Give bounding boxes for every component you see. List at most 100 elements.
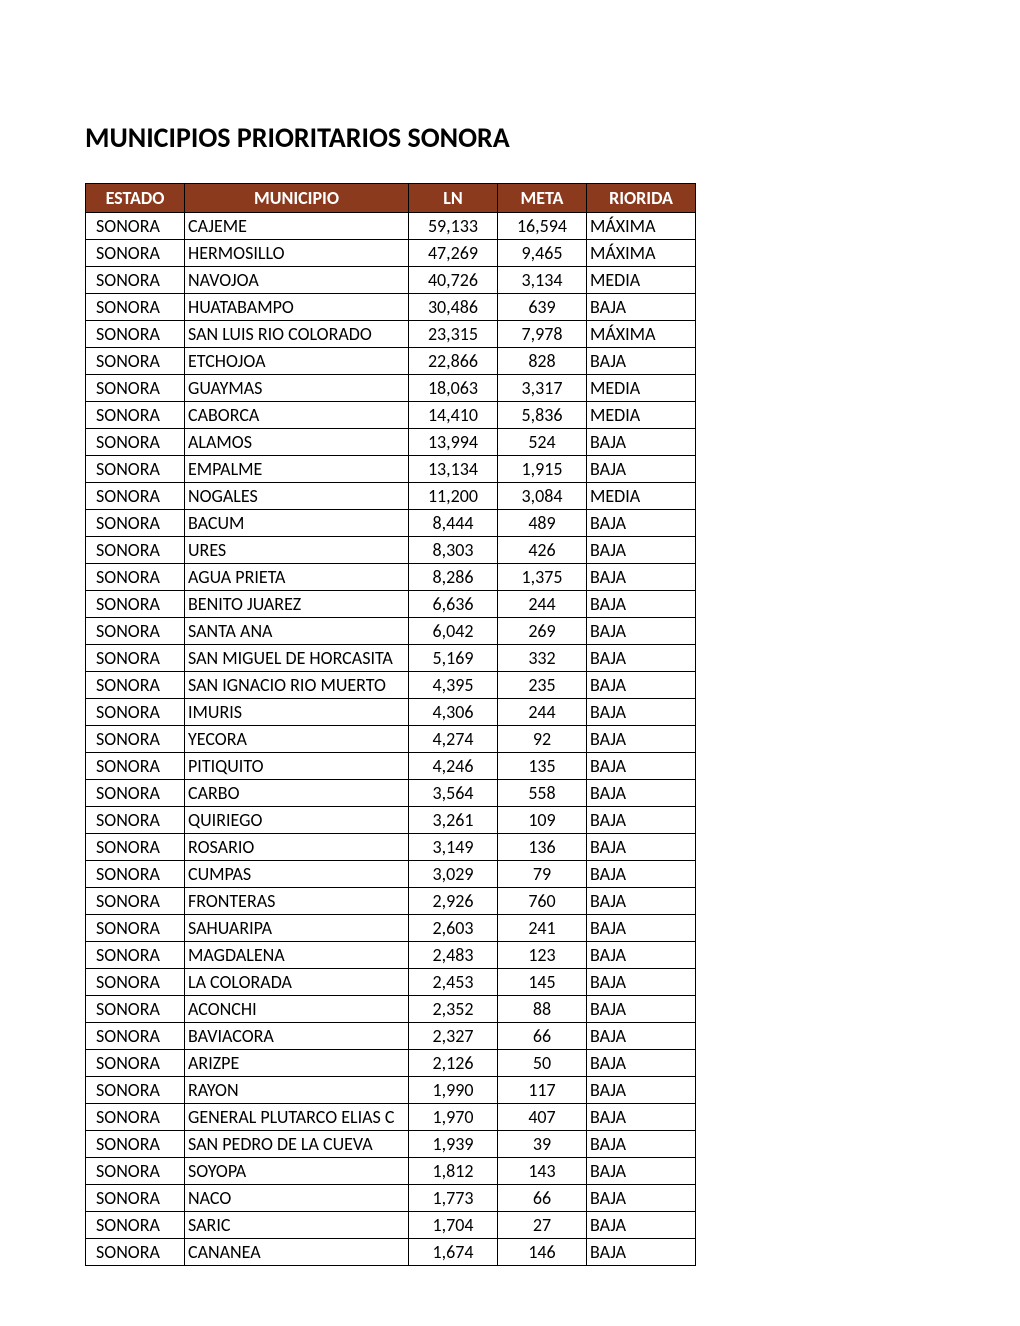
cell-ln: 8,286 (409, 564, 498, 591)
cell-meta: 66 (498, 1185, 587, 1212)
cell-municipio: NOGALES (185, 483, 409, 510)
table-row: SONORANAVOJOA40,7263,134MEDIA (86, 267, 696, 294)
table-row: SONORAPITIQUITO4,246135BAJA (86, 753, 696, 780)
cell-prioridad: MEDIA (587, 402, 696, 429)
table-row: SONORAEMPALME13,1341,915BAJA (86, 456, 696, 483)
cell-prioridad: BAJA (587, 1077, 696, 1104)
cell-ln: 4,246 (409, 753, 498, 780)
cell-estado: SONORA (86, 645, 185, 672)
cell-estado: SONORA (86, 321, 185, 348)
table-row: SONORAFRONTERAS2,926760BAJA (86, 888, 696, 915)
table-row: SONORAGENERAL PLUTARCO ELIAS C1,970407BA… (86, 1104, 696, 1131)
cell-prioridad: MEDIA (587, 375, 696, 402)
cell-ln: 1,970 (409, 1104, 498, 1131)
cell-meta: 639 (498, 294, 587, 321)
cell-prioridad: BAJA (587, 510, 696, 537)
col-header-ln: LN (409, 184, 498, 213)
cell-ln: 18,063 (409, 375, 498, 402)
table-row: SONORACUMPAS3,02979BAJA (86, 861, 696, 888)
cell-prioridad: BAJA (587, 645, 696, 672)
table-row: SONORASAN IGNACIO RIO MUERTO4,395235BAJA (86, 672, 696, 699)
page-title: MUNICIPIOS PRIORITARIOS SONORA (85, 120, 935, 155)
cell-prioridad: BAJA (587, 1158, 696, 1185)
cell-meta: 27 (498, 1212, 587, 1239)
cell-ln: 1,773 (409, 1185, 498, 1212)
cell-municipio: PITIQUITO (185, 753, 409, 780)
cell-prioridad: BAJA (587, 807, 696, 834)
cell-estado: SONORA (86, 618, 185, 645)
cell-meta: 269 (498, 618, 587, 645)
cell-municipio: BAVIACORA (185, 1023, 409, 1050)
cell-municipio: IMURIS (185, 699, 409, 726)
cell-estado: SONORA (86, 1212, 185, 1239)
table-row: SONORAAGUA PRIETA8,2861,375BAJA (86, 564, 696, 591)
table-row: SONORAIMURIS4,306244BAJA (86, 699, 696, 726)
cell-municipio: CUMPAS (185, 861, 409, 888)
cell-estado: SONORA (86, 348, 185, 375)
table-row: SONORAQUIRIEGO3,261109BAJA (86, 807, 696, 834)
table-row: SONORAURES8,303426BAJA (86, 537, 696, 564)
cell-meta: 79 (498, 861, 587, 888)
col-header-prioridad: RIORIDA (587, 184, 696, 213)
table-row: SONORASANTA ANA6,042269BAJA (86, 618, 696, 645)
table-row: SONORASAN PEDRO DE LA CUEVA1,93939BAJA (86, 1131, 696, 1158)
cell-meta: 136 (498, 834, 587, 861)
cell-municipio: URES (185, 537, 409, 564)
cell-meta: 489 (498, 510, 587, 537)
table-row: SONORABENITO JUAREZ6,636244BAJA (86, 591, 696, 618)
cell-municipio: ALAMOS (185, 429, 409, 456)
cell-meta: 828 (498, 348, 587, 375)
cell-ln: 30,486 (409, 294, 498, 321)
cell-meta: 5,836 (498, 402, 587, 429)
cell-estado: SONORA (86, 294, 185, 321)
cell-ln: 1,674 (409, 1239, 498, 1266)
cell-estado: SONORA (86, 672, 185, 699)
col-header-meta: META (498, 184, 587, 213)
cell-ln: 59,133 (409, 213, 498, 240)
cell-prioridad: MÁXIMA (587, 240, 696, 267)
cell-municipio: BACUM (185, 510, 409, 537)
cell-prioridad: MEDIA (587, 483, 696, 510)
cell-ln: 2,603 (409, 915, 498, 942)
municipios-table: ESTADO MUNICIPIO LN META RIORIDA SONORAC… (85, 183, 696, 1266)
cell-estado: SONORA (86, 213, 185, 240)
cell-meta: 146 (498, 1239, 587, 1266)
cell-municipio: RAYON (185, 1077, 409, 1104)
cell-estado: SONORA (86, 1158, 185, 1185)
cell-municipio: CANANEA (185, 1239, 409, 1266)
table-row: SONORAARIZPE2,12650BAJA (86, 1050, 696, 1077)
cell-ln: 2,483 (409, 942, 498, 969)
cell-meta: 39 (498, 1131, 587, 1158)
cell-prioridad: BAJA (587, 348, 696, 375)
cell-ln: 14,410 (409, 402, 498, 429)
cell-ln: 3,261 (409, 807, 498, 834)
cell-ln: 6,042 (409, 618, 498, 645)
cell-prioridad: BAJA (587, 1131, 696, 1158)
cell-municipio: NACO (185, 1185, 409, 1212)
cell-ln: 3,029 (409, 861, 498, 888)
cell-municipio: CAJEME (185, 213, 409, 240)
table-row: SONORARAYON1,990117BAJA (86, 1077, 696, 1104)
cell-meta: 244 (498, 591, 587, 618)
table-row: SONORAGUAYMAS18,0633,317MEDIA (86, 375, 696, 402)
cell-meta: 558 (498, 780, 587, 807)
cell-meta: 145 (498, 969, 587, 996)
cell-estado: SONORA (86, 699, 185, 726)
cell-municipio: GENERAL PLUTARCO ELIAS C (185, 1104, 409, 1131)
cell-prioridad: BAJA (587, 753, 696, 780)
cell-ln: 2,327 (409, 1023, 498, 1050)
cell-ln: 13,994 (409, 429, 498, 456)
cell-meta: 88 (498, 996, 587, 1023)
table-row: SONORACABORCA14,4105,836MEDIA (86, 402, 696, 429)
cell-municipio: HUATABAMPO (185, 294, 409, 321)
cell-estado: SONORA (86, 267, 185, 294)
table-row: SONORAROSARIO3,149136BAJA (86, 834, 696, 861)
cell-ln: 4,395 (409, 672, 498, 699)
cell-estado: SONORA (86, 1104, 185, 1131)
table-row: SONORAHERMOSILLO47,2699,465MÁXIMA (86, 240, 696, 267)
cell-estado: SONORA (86, 510, 185, 537)
cell-ln: 1,990 (409, 1077, 498, 1104)
cell-estado: SONORA (86, 1023, 185, 1050)
cell-ln: 2,926 (409, 888, 498, 915)
table-row: SONORAALAMOS13,994524BAJA (86, 429, 696, 456)
